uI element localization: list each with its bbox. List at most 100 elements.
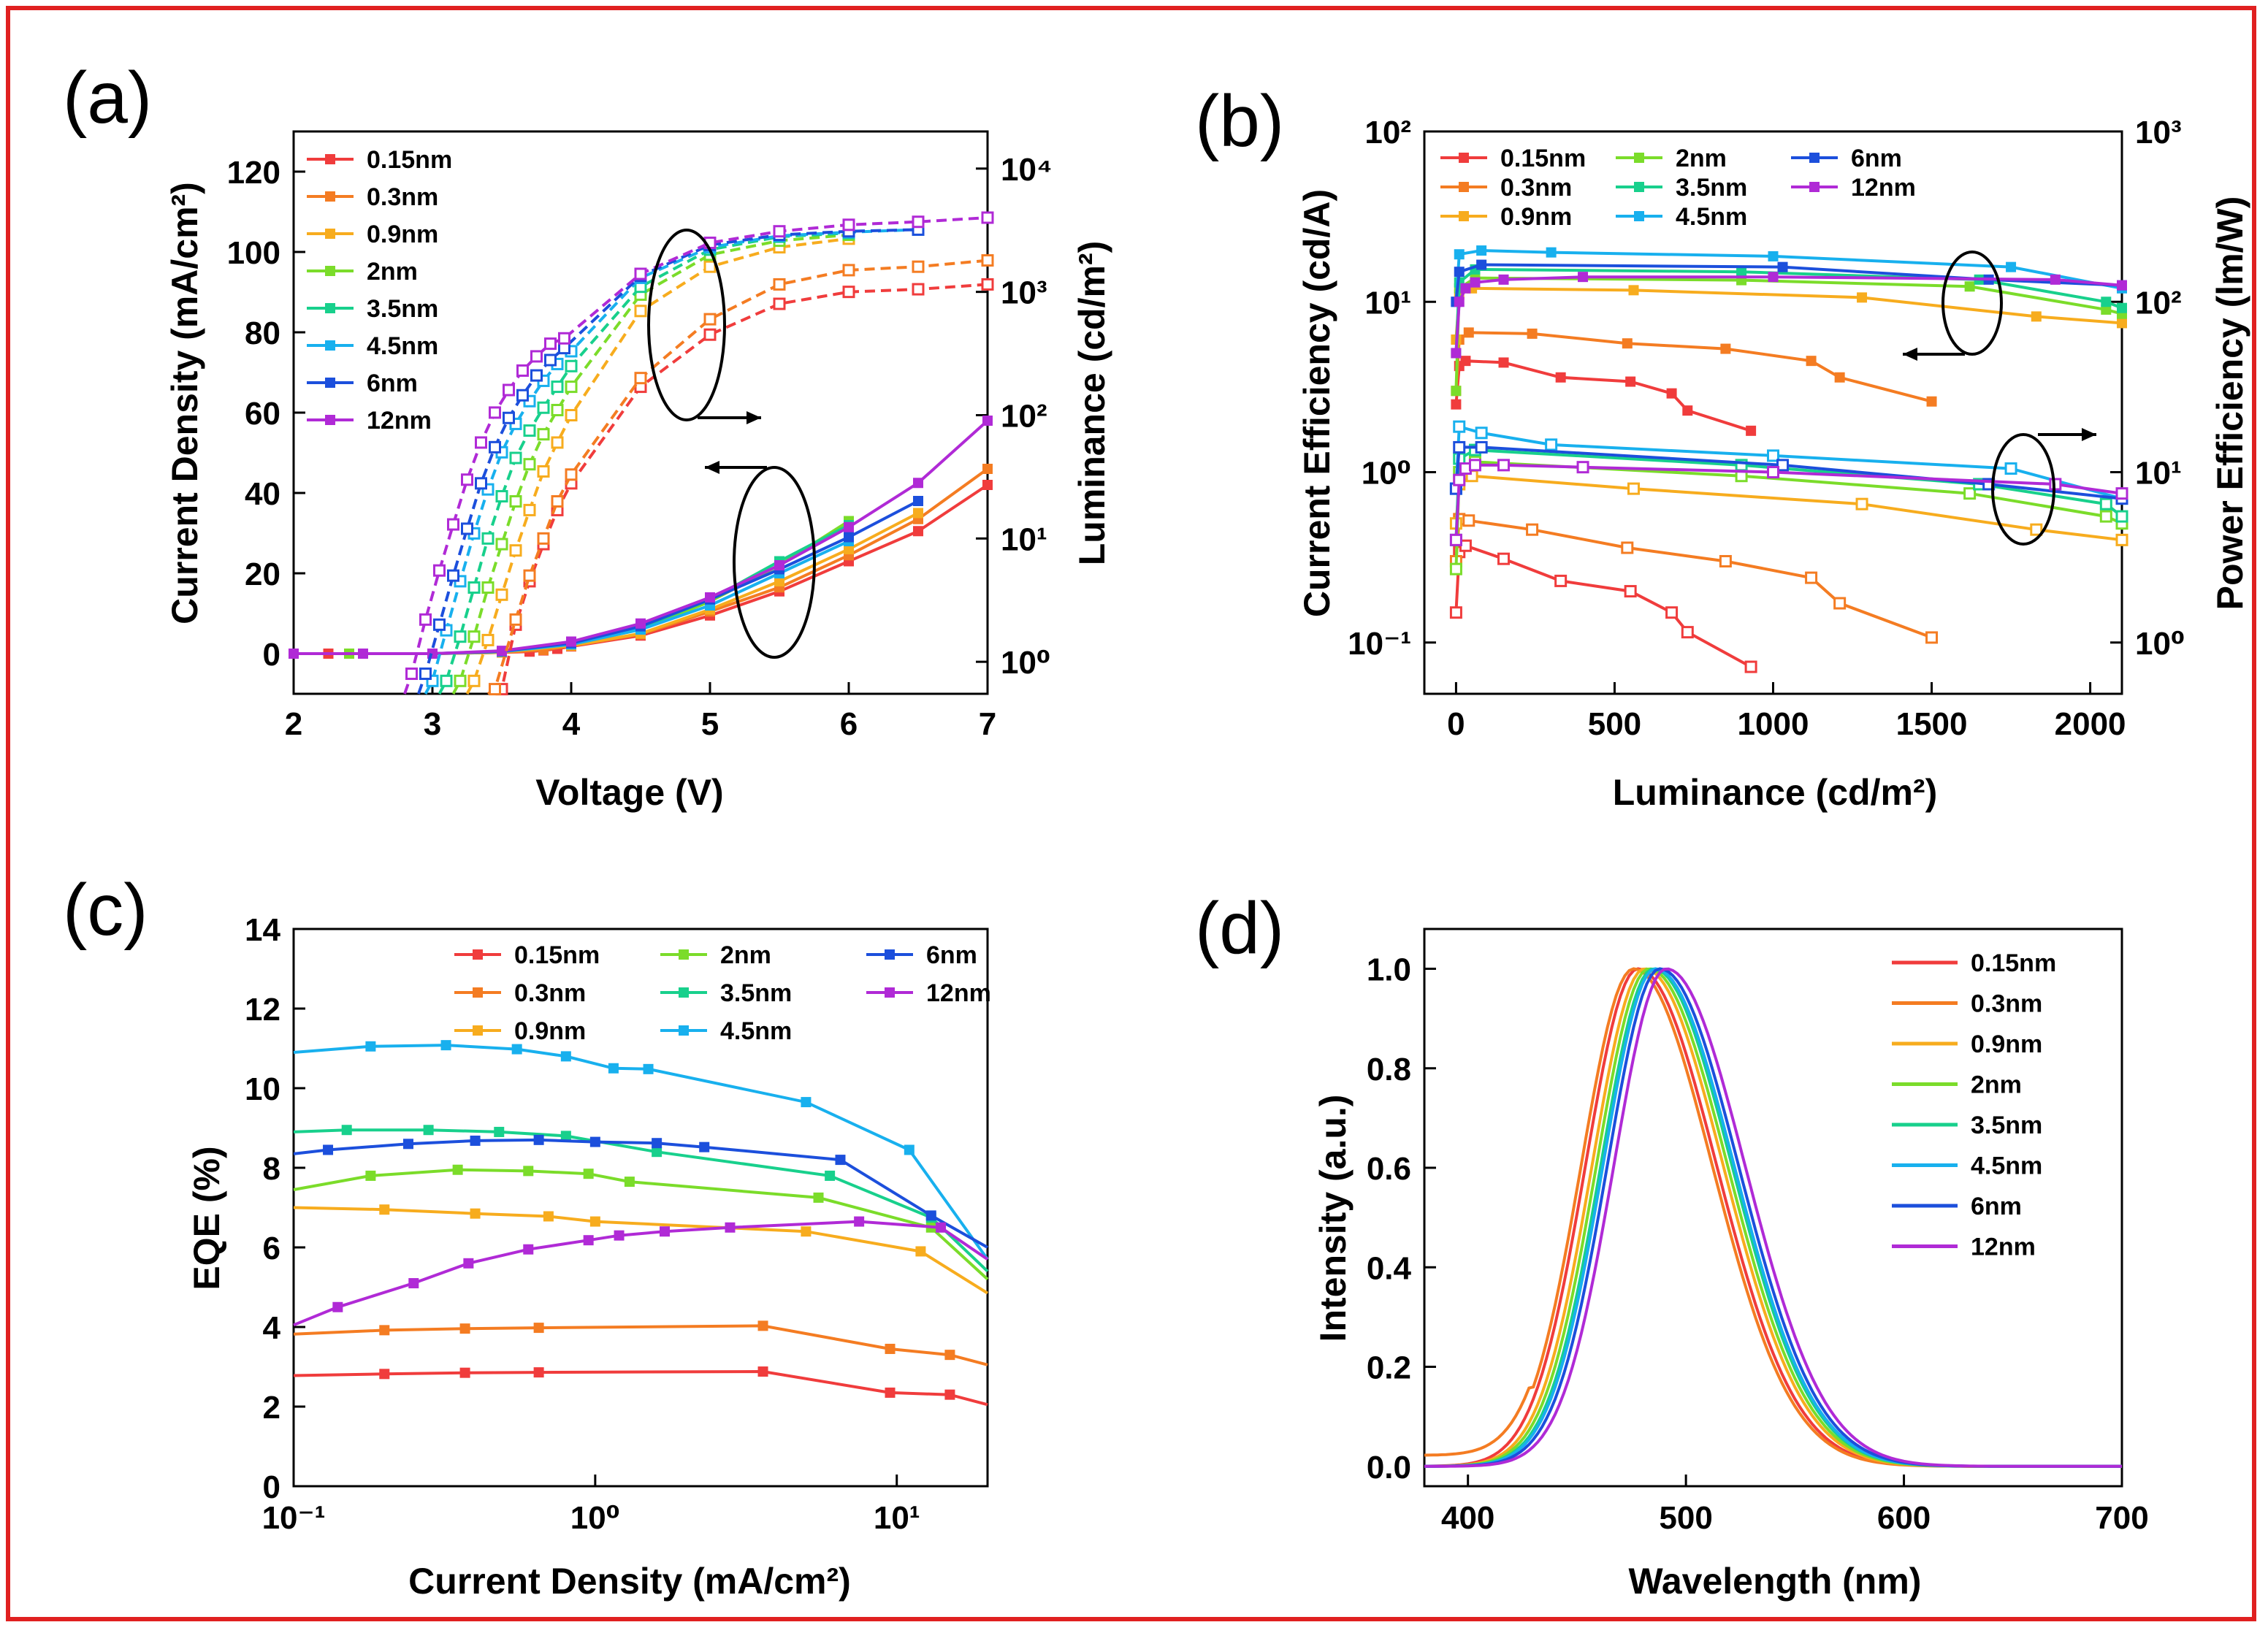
b-current-eff-point xyxy=(1628,285,1639,296)
a-y2-tick-label: 10³ xyxy=(1001,275,1047,311)
a-legend-marker xyxy=(325,191,335,202)
c-eqe-line xyxy=(293,1128,989,1273)
b-power-eff-point xyxy=(1475,440,1488,454)
c-eqe-point xyxy=(652,1147,663,1158)
c-eqe-point xyxy=(801,1097,812,1108)
a-legend-marker xyxy=(325,154,335,164)
c-legend-label: 0.15nm xyxy=(514,941,600,969)
b-y-right-axis-title: Power Efficiency (lm/W) xyxy=(2210,196,2250,611)
c-x-tick-label: 10⁻¹ xyxy=(262,1500,326,1536)
a-current-point xyxy=(844,521,854,532)
a-luminance-point xyxy=(467,630,481,643)
b-current-eff-point xyxy=(1777,261,1788,272)
a-current-point xyxy=(913,508,923,519)
a-luminance-point xyxy=(842,264,855,277)
c-eqe-point xyxy=(423,1125,434,1136)
a-luminance-point xyxy=(981,211,994,224)
a-y-tick-label: 60 xyxy=(245,396,280,432)
a-luminance-point xyxy=(433,618,446,631)
a-ellipse-luminance xyxy=(647,229,726,421)
a-luminance-point xyxy=(433,564,446,577)
b-ellipse-current-eff xyxy=(1941,251,2003,356)
a-luminance-point xyxy=(634,305,647,318)
c-eqe-point xyxy=(463,1258,474,1269)
c-y-tick-label: 12 xyxy=(245,992,280,1028)
d-legend-label: 4.5nm xyxy=(1971,1152,2042,1180)
c-eqe-point xyxy=(652,1138,663,1149)
c-eqe-point xyxy=(511,1044,522,1055)
b-power-eff-point xyxy=(1624,585,1637,598)
a-luminance-point xyxy=(565,468,578,481)
b-legend-label: 12nm xyxy=(1851,174,1916,202)
c-eqe-point xyxy=(660,1226,671,1237)
a-current-line xyxy=(294,524,849,655)
b-current-eff-point xyxy=(1454,297,1465,307)
c-eqe-point xyxy=(589,1216,600,1227)
d-x-tick-label: 600 xyxy=(1877,1500,1931,1536)
b-power-eff-point xyxy=(1526,523,1539,536)
d-legend-label: 2nm xyxy=(1971,1071,2022,1099)
a-luminance-point xyxy=(475,436,487,449)
a-luminance-point xyxy=(912,215,925,229)
a-current-point xyxy=(982,464,993,474)
c-legend-marker xyxy=(885,987,895,998)
c-eqe-point xyxy=(323,1144,334,1155)
a-luminance-point xyxy=(509,613,522,626)
a-current-point xyxy=(844,532,854,543)
b-power-eff-point xyxy=(1776,459,1790,472)
a-y-tick-label: 40 xyxy=(245,476,280,512)
a-luminance-point xyxy=(551,404,564,417)
b-power-eff-point xyxy=(1497,459,1511,472)
b-power-eff-point xyxy=(1833,597,1847,610)
b-power-eff-point xyxy=(1627,482,1640,495)
b-current-eff-point xyxy=(1476,245,1487,256)
b-power-eff-point xyxy=(2004,462,2017,475)
a-x-tick-label: 2 xyxy=(285,706,302,742)
b-legend-label: 4.5nm xyxy=(1676,203,1747,231)
b-current-eff-point xyxy=(1476,259,1487,270)
b-power-eff-point xyxy=(1767,449,1779,462)
a-y-tick-label: 0 xyxy=(263,637,280,673)
b-y2-tick-label: 10⁰ xyxy=(2135,626,2185,662)
a-luminance-line xyxy=(417,228,919,695)
a-luminance-point xyxy=(537,428,550,441)
b-y-tick-label: 10¹ xyxy=(1364,285,1411,321)
d-x-tick-label: 500 xyxy=(1659,1500,1712,1536)
a-luminance-point xyxy=(773,297,786,310)
b-legend-label: 0.3nm xyxy=(1500,174,1572,202)
c-eqe-point xyxy=(854,1216,865,1227)
a-luminance-point xyxy=(454,674,467,687)
c-eqe-point xyxy=(523,1244,534,1255)
a-y-tick-label: 80 xyxy=(245,315,280,351)
b-legend-marker xyxy=(1459,211,1469,221)
c-eqe-point xyxy=(614,1230,625,1241)
a-luminance-point xyxy=(516,364,529,377)
b-power-eff-point xyxy=(1453,420,1466,433)
b-current-eff-point xyxy=(1460,356,1471,367)
b-current-eff-point xyxy=(1546,247,1557,258)
d-y-tick-label: 0.4 xyxy=(1367,1250,1412,1286)
b-x-tick-label: 1000 xyxy=(1738,706,1809,742)
b-power-eff-point xyxy=(1621,541,1634,554)
b-arrow-right-head xyxy=(2082,428,2096,441)
c-eqe-point xyxy=(885,1343,896,1354)
c-eqe-point xyxy=(379,1325,390,1336)
b-current-eff-point xyxy=(1768,272,1779,283)
a-luminance-point xyxy=(773,278,786,291)
a-luminance-point xyxy=(544,337,557,351)
b-current-eff-point xyxy=(1768,251,1779,261)
b-x-tick-label: 0 xyxy=(1447,706,1465,742)
b-y-tick-label: 10⁻¹ xyxy=(1348,626,1411,662)
a-luminance-point xyxy=(489,406,501,419)
c-eqe-point xyxy=(533,1367,544,1378)
c-eqe-line xyxy=(293,1324,988,1366)
c-eqe-point xyxy=(608,1063,619,1074)
a-luminance-point xyxy=(447,569,459,582)
c-eqe-point xyxy=(365,1041,376,1052)
a-luminance-point xyxy=(509,495,522,508)
b-power-eff-point xyxy=(1468,459,1481,472)
b-current-eff-point xyxy=(1451,348,1462,359)
a-current-point xyxy=(913,496,923,506)
b-current-eff-point xyxy=(2117,280,2127,291)
